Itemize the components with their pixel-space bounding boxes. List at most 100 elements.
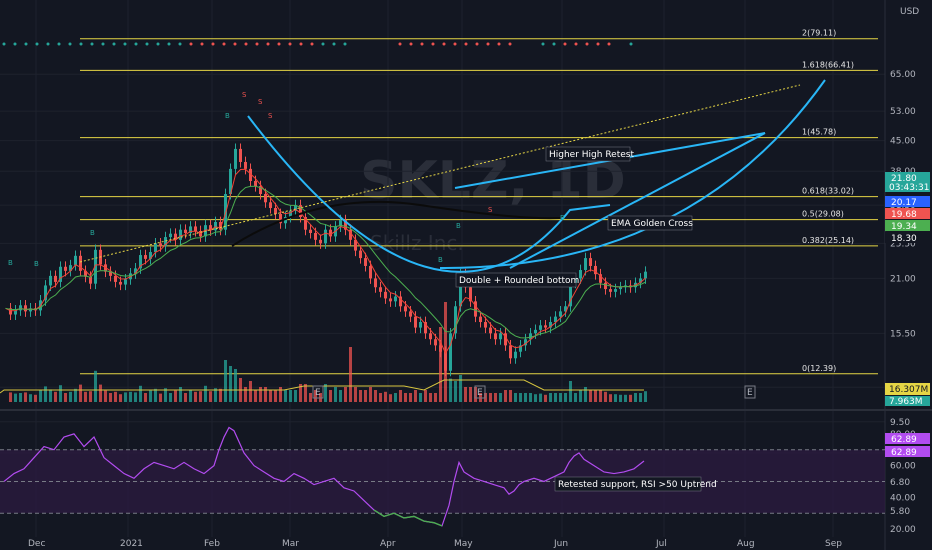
fib-label: 0(12.39) [802, 364, 836, 373]
candle-body [614, 289, 617, 292]
signal-dot [233, 42, 237, 46]
volume-bar [284, 390, 287, 402]
volume-bar [299, 384, 302, 402]
signal-marker: B [90, 229, 95, 237]
time-tick-label: Aug [737, 539, 755, 549]
volume-bar [439, 327, 442, 402]
signal-dot [90, 42, 94, 46]
signal-dot [541, 42, 545, 46]
candle-body [399, 296, 402, 307]
fib-label: 1.618(66.41) [802, 60, 854, 69]
volume-bar [524, 393, 527, 402]
volume-bar [494, 393, 497, 402]
candle-body [134, 268, 137, 274]
volume-bar [69, 391, 72, 402]
volume-bar [29, 394, 32, 402]
signal-dot [398, 42, 402, 46]
volume-bar [259, 387, 262, 402]
signal-marker: B [438, 256, 443, 264]
price-tick-label: 65.00 [890, 70, 916, 80]
volume-bar [364, 390, 367, 402]
volume-bar [554, 393, 557, 402]
earnings-marker-label: E [315, 388, 321, 398]
candle-body [229, 168, 232, 195]
volume-bar [334, 387, 337, 402]
annotation-box [554, 476, 702, 492]
candle-body [74, 255, 77, 266]
candle-body [434, 339, 437, 346]
signal-dot [442, 42, 446, 46]
candle-body [539, 325, 542, 330]
candle-body [109, 271, 112, 276]
volume-bar [424, 390, 427, 402]
volume-bar [164, 388, 167, 402]
candle-body [9, 308, 12, 315]
signal-dot [101, 42, 105, 46]
candle-body [604, 282, 607, 290]
volume-bar [54, 391, 57, 402]
candle-body [274, 208, 277, 214]
volume-bar [304, 384, 307, 402]
volume-bar [154, 388, 157, 402]
volume-bar [589, 390, 592, 402]
candle-body [404, 306, 407, 312]
candle-body [439, 345, 442, 352]
volume-bar [594, 390, 597, 402]
volume-bar [639, 393, 642, 402]
candle-body [619, 287, 622, 290]
signal-dot [68, 42, 72, 46]
volume-bar [429, 393, 432, 402]
volume-bar [374, 390, 377, 402]
volume-bar [514, 393, 517, 402]
volume-bar [449, 378, 452, 402]
candle-body [639, 278, 642, 283]
signal-dot [596, 42, 600, 46]
signal-dot [310, 42, 314, 46]
volume-bar [314, 390, 317, 402]
volume-bar [509, 390, 512, 402]
signal-dot [321, 42, 325, 46]
time-tick-label: 2021 [120, 539, 143, 549]
candle-body [579, 270, 582, 279]
annotation-label: Double + Rounded bottom [459, 276, 579, 286]
volume-bar [159, 393, 162, 402]
volume-bar [129, 391, 132, 402]
volume-bar [584, 387, 587, 402]
candle-body [154, 243, 157, 253]
volume-bar [344, 387, 347, 402]
candle-body [384, 291, 387, 299]
signal-dot [57, 42, 61, 46]
candle-body [144, 255, 147, 259]
volume-bar [209, 391, 212, 402]
price-label-box [885, 172, 930, 192]
signal-dot [607, 42, 611, 46]
volume-bar [399, 390, 402, 402]
signal-dot [332, 42, 336, 46]
signal-dot [486, 42, 490, 46]
volume-bar [609, 394, 612, 402]
candle-body [329, 229, 332, 237]
signal-dot [244, 42, 248, 46]
fib-label: 0.618(33.02) [802, 187, 854, 196]
volume-bar [309, 393, 312, 402]
volume-bar [184, 393, 187, 402]
candle-body [84, 270, 87, 277]
volume-bar [59, 385, 62, 402]
candle-body [194, 226, 197, 232]
candle-body [559, 311, 562, 317]
volume-bar [464, 387, 467, 402]
candle-body [244, 161, 247, 169]
volume-bar [74, 388, 77, 402]
candle-body [214, 221, 217, 231]
signal-dot [629, 42, 633, 46]
volume-bar [614, 394, 617, 402]
volume-bar [294, 390, 297, 402]
price-tick-label: 21.00 [890, 274, 916, 284]
volume-bar [24, 392, 27, 402]
signal-marker: S [268, 112, 273, 120]
candle-body [444, 351, 447, 371]
signal-dot [431, 42, 435, 46]
candle-body [569, 282, 572, 307]
